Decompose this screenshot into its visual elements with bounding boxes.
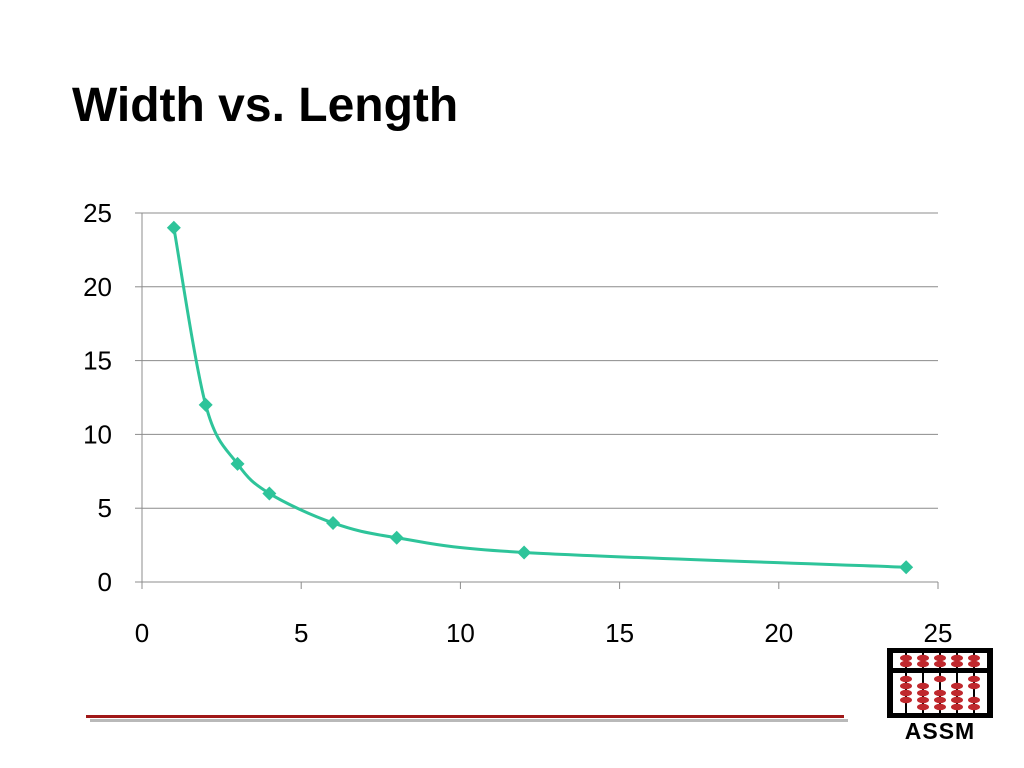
data-point-3-8	[230, 456, 245, 471]
series-line-0	[172, 227, 907, 569]
data-point-4-6	[262, 486, 277, 501]
x-tick-label-20: 20	[764, 618, 793, 648]
data-point-12-2	[517, 545, 532, 560]
x-tick-label-10: 10	[446, 618, 475, 648]
assm-logo: ASSM	[887, 648, 993, 744]
y-tick-label-5: 5	[98, 493, 112, 523]
x-tick-label-25: 25	[924, 618, 953, 648]
footer-rule	[86, 715, 844, 718]
y-tick-label-25: 25	[83, 198, 112, 228]
y-tick-label-20: 20	[83, 272, 112, 302]
data-point-1-24	[166, 220, 181, 235]
data-point-2-12	[198, 397, 213, 412]
x-tick-label-0: 0	[135, 618, 149, 648]
footer-rule-shadow	[90, 719, 848, 722]
slide-title: Width vs. Length	[72, 79, 459, 132]
x-tick-label-15: 15	[605, 618, 634, 648]
data-point-6-4	[326, 515, 341, 530]
data-point-8-3	[389, 530, 404, 545]
y-tick-label-0: 0	[98, 567, 112, 597]
data-point-24-1	[899, 560, 914, 575]
logo-text: ASSM	[904, 718, 976, 744]
x-tick-label-5: 5	[294, 618, 308, 648]
y-tick-label-15: 15	[83, 346, 112, 376]
y-tick-label-10: 10	[83, 419, 112, 449]
abacus-icon	[887, 648, 993, 718]
